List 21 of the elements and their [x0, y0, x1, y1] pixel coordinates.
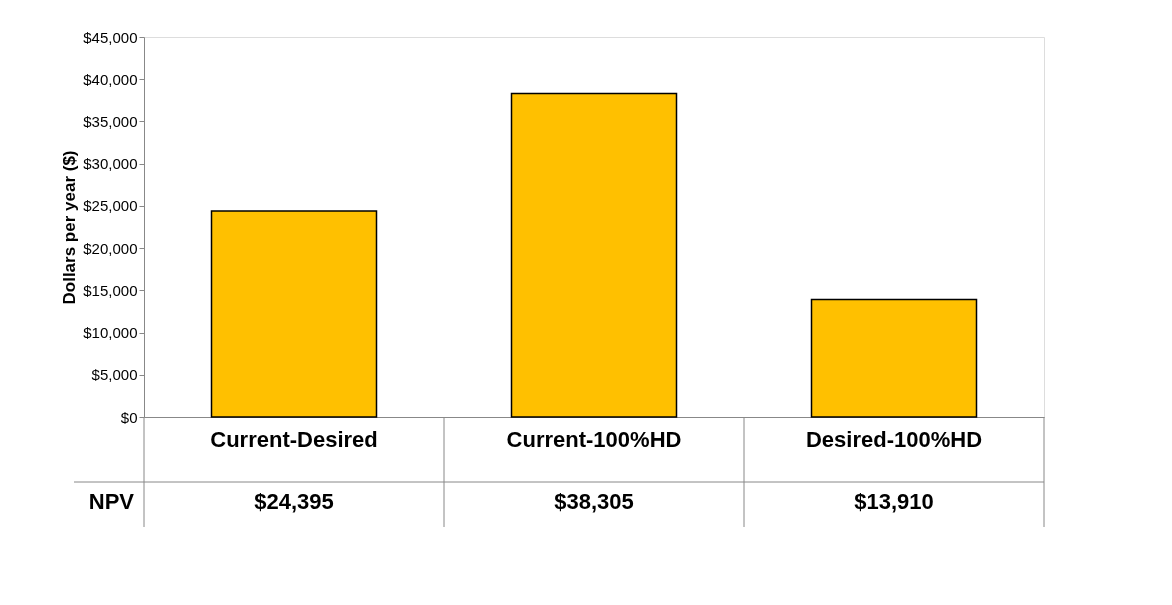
text: $38,305	[554, 489, 634, 514]
y-axis-title: Dollars per year ($)	[60, 150, 80, 305]
text: $24,395	[254, 489, 334, 514]
y-tick-label: $10,000	[83, 324, 138, 342]
y-tick-label: $20,000	[83, 239, 138, 257]
x-tick-label: Desired-100%HD	[805, 426, 983, 452]
y-tick-label: $5,000	[91, 366, 138, 384]
y-tick-label: $0	[120, 408, 138, 426]
y-tick-label: $35,000	[83, 112, 138, 130]
y-tick-label: $15,000	[83, 281, 138, 299]
y-tick-label: $40,000	[83, 70, 138, 88]
y-tick-label: $25,000	[83, 197, 138, 215]
y-tick-label: $45,000	[83, 28, 138, 46]
bar	[810, 298, 978, 418]
x-tick-label: Current-100%HD	[506, 426, 682, 452]
y-tick-label: $30,000	[83, 155, 138, 173]
text: $13,910	[854, 489, 934, 514]
x-tick-label: Current-Desired	[210, 426, 378, 452]
bar	[510, 92, 678, 418]
bar	[210, 210, 378, 418]
text: NPV	[88, 489, 135, 514]
